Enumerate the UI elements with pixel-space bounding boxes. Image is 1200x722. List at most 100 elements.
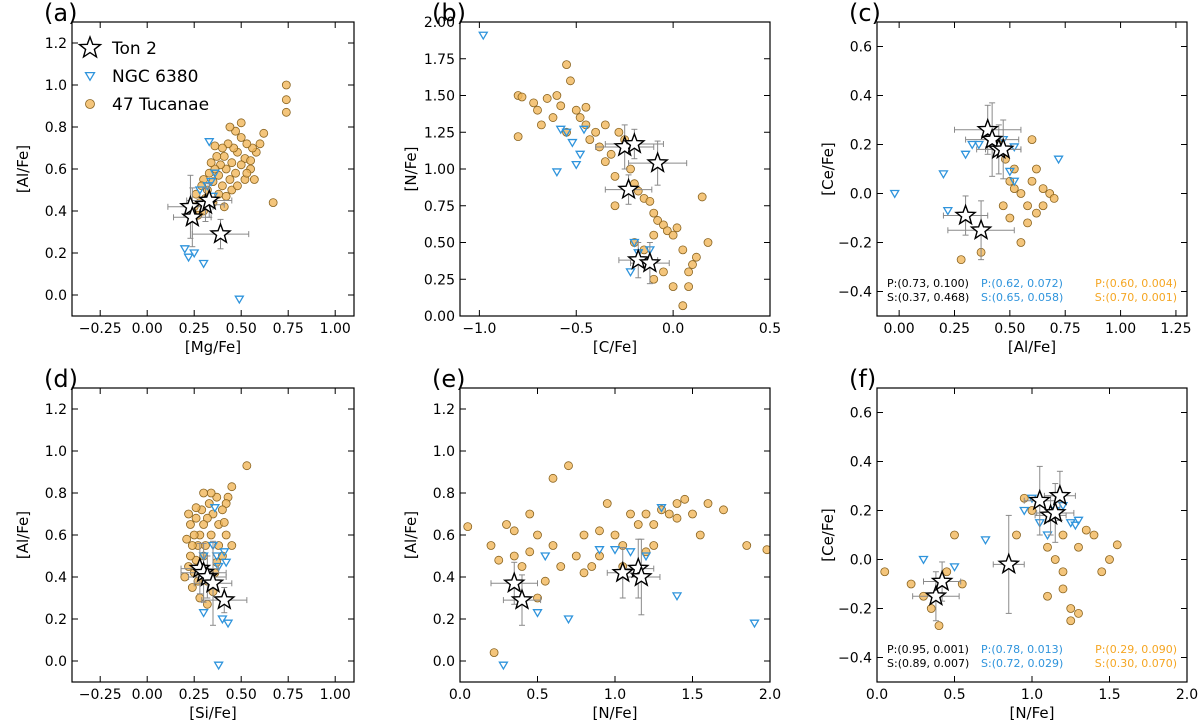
tucanae-point xyxy=(486,541,496,550)
tucanae-point xyxy=(564,461,573,471)
panel-a: (a)−0.25 0.00 0.25 0.50 0.75 1.000.00.20.40.6… xyxy=(14,0,355,356)
tucanae-point xyxy=(236,133,246,142)
triangle-down-icon xyxy=(84,71,96,82)
tucanae-point xyxy=(649,274,659,284)
tucanae-point xyxy=(653,216,663,225)
tucanae-point xyxy=(221,499,231,508)
tucanae-point xyxy=(571,105,581,115)
y-tick-label: 0.4 xyxy=(850,455,872,471)
ngc6380-point xyxy=(551,168,563,178)
correlation-annotation: S:(0.30, 0.070) xyxy=(1095,657,1177,670)
tucanae-point xyxy=(517,562,527,571)
y-axis-label: [Ce/Fe] xyxy=(819,508,837,562)
x-tick-label: 0.5 xyxy=(943,687,965,703)
tucanae-point xyxy=(719,505,728,515)
tucanae-point xyxy=(548,541,558,550)
x-tick-label: 1.00 xyxy=(1105,321,1136,337)
tucanae-point xyxy=(210,141,220,151)
tucanae-point xyxy=(219,151,229,161)
tucanae-point xyxy=(595,551,604,561)
tucanae-point xyxy=(1027,135,1037,145)
ngc6380-point xyxy=(179,245,190,254)
ngc6380-point xyxy=(498,661,509,671)
tucanae-point xyxy=(762,545,770,555)
ngc6380-point xyxy=(204,138,215,147)
tucanae-point xyxy=(195,593,205,603)
data-layer xyxy=(880,465,1122,631)
tucanae-point xyxy=(610,530,620,540)
ngc6380-point xyxy=(1065,519,1076,528)
tucanae-point xyxy=(259,128,269,138)
ngc6380-point xyxy=(625,268,636,277)
tucanae-point xyxy=(186,520,195,529)
x-axis-label: [Mg/Fe] xyxy=(185,338,241,356)
ton2-point xyxy=(629,565,653,587)
ton2-point xyxy=(212,588,236,610)
y-tick-label: 0.00 xyxy=(424,309,455,325)
correlation-annotation: S:(0.72, 0.029) xyxy=(981,657,1063,670)
x-axis-label: [Si/Fe] xyxy=(189,704,236,722)
tucanae-point xyxy=(489,648,499,657)
x-tick-label: 0.0 xyxy=(866,687,888,703)
tucanae-point xyxy=(684,267,694,277)
y-tick-label: 0.4 xyxy=(45,204,67,220)
tucanae-point xyxy=(184,509,193,519)
y-tick-label: 1.2 xyxy=(45,402,67,418)
x-tick-label: 0.5 xyxy=(526,687,548,703)
x-tick-label: 0.00 xyxy=(132,321,163,337)
tucanae-point xyxy=(1005,176,1015,186)
tucanae-point xyxy=(668,230,678,240)
tucanae-point xyxy=(494,555,504,565)
x-tick-label: 1.0 xyxy=(1021,687,1043,703)
y-tick-label: 1.0 xyxy=(45,78,67,94)
x-tick-label: 1.00 xyxy=(320,321,351,337)
ngc6380-point xyxy=(942,207,953,216)
tucanae-point xyxy=(191,503,201,513)
ngc6380-point xyxy=(574,150,586,160)
y-tick-label: 1.0 xyxy=(433,444,455,460)
y-tick-label: 1.25 xyxy=(424,125,455,141)
ton2-point xyxy=(924,584,948,606)
y-tick-label: 0.8 xyxy=(45,486,67,502)
ngc6380-point xyxy=(217,615,228,625)
tucanae-point xyxy=(246,156,256,166)
ton2-point xyxy=(502,571,526,594)
tucanae-point xyxy=(585,135,595,145)
correlation-annotation: P:(0.73, 0.100) xyxy=(887,277,969,290)
tucanae-point xyxy=(934,621,944,631)
panel-label: (f) xyxy=(849,365,876,393)
tucanae-point xyxy=(579,530,589,540)
tucanae-point xyxy=(697,192,707,202)
tucanae-point xyxy=(626,509,635,519)
ngc6380-point xyxy=(749,619,760,629)
ton2-point xyxy=(969,218,993,240)
star-icon xyxy=(77,34,103,59)
x-tick-label: 0.25 xyxy=(179,687,210,703)
tucanae-point xyxy=(662,226,672,236)
tucanae-point xyxy=(1027,176,1037,186)
correlation-annotation: P:(0.95, 0.001) xyxy=(887,643,969,656)
tucanae-point xyxy=(659,267,668,277)
data-layer xyxy=(478,31,713,311)
plot-frame xyxy=(71,387,355,683)
ton2-point xyxy=(1048,483,1072,506)
ngc6380-point xyxy=(183,253,194,263)
tucanae-point xyxy=(691,252,701,262)
ton2-point xyxy=(626,556,650,579)
tucanae-point xyxy=(187,541,197,550)
panel-f: (f) 0.0 0.5 1.0 1.5 2.0 −0.4 −0.2 0.0 0.2 0.4 0.6 [N… xyxy=(819,365,1198,722)
tucanae-point xyxy=(562,60,571,70)
tucanae-point xyxy=(1058,567,1068,577)
tucanae-point xyxy=(571,551,581,561)
x-axis-label: [C/Fe] xyxy=(593,338,637,356)
tucanae-point xyxy=(610,201,620,211)
tucanae-point xyxy=(536,120,546,130)
panel-label: (d) xyxy=(44,365,78,393)
legend: Ton 2 NGC 6380 47 Tucanae xyxy=(77,34,209,115)
tucanae-point xyxy=(680,494,690,504)
ton2-point xyxy=(209,222,232,244)
ngc6380-point xyxy=(889,189,900,199)
ngc6380-point xyxy=(532,609,543,618)
tucanae-point xyxy=(268,198,278,208)
tucanae-point xyxy=(206,488,216,498)
